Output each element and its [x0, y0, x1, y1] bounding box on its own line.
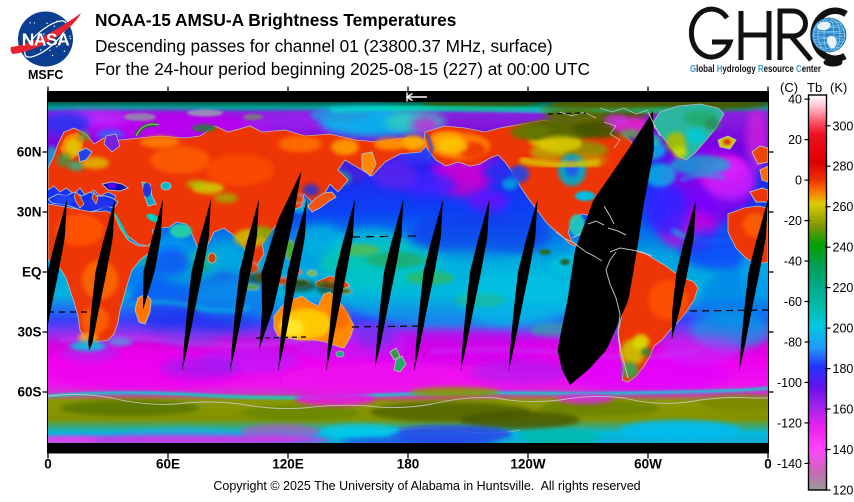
svg-text:40: 40 [788, 93, 802, 107]
svg-text:260: 260 [833, 200, 854, 214]
svg-text:120W: 120W [510, 457, 546, 472]
svg-text:-60: -60 [784, 295, 802, 309]
svg-text:300: 300 [833, 119, 854, 133]
svg-text:-40: -40 [784, 255, 802, 269]
svg-text:60S: 60S [17, 385, 41, 400]
svg-text:120: 120 [833, 484, 854, 498]
svg-text:30S: 30S [17, 325, 41, 340]
svg-text:140: 140 [833, 443, 854, 457]
svg-text:Descending passes for channel: Descending passes for channel 01 (23800.… [95, 36, 553, 56]
svg-text:MSFC: MSFC [28, 68, 63, 82]
svg-text:-140: -140 [777, 457, 802, 471]
svg-text:180: 180 [833, 362, 854, 376]
svg-text:-100: -100 [777, 376, 802, 390]
svg-text:60E: 60E [156, 457, 180, 472]
svg-text:220: 220 [833, 281, 854, 295]
svg-text:280: 280 [833, 160, 854, 174]
svg-text:120E: 120E [272, 457, 304, 472]
svg-text:-80: -80 [784, 336, 802, 350]
svg-text:(K): (K) [830, 80, 847, 95]
svg-text:NOAA-15 AMSU-A Brightness Temp: NOAA-15 AMSU-A Brightness Temperatures [95, 10, 456, 30]
svg-text:240: 240 [833, 241, 854, 255]
svg-text:Global Hydrology Resource Cent: Global Hydrology Resource Center [690, 64, 821, 75]
svg-text:Tb: Tb [807, 80, 822, 95]
svg-text:EQ: EQ [22, 265, 42, 280]
svg-text:0: 0 [764, 457, 772, 472]
svg-text:-120: -120 [777, 416, 802, 430]
svg-text:60N: 60N [17, 145, 42, 160]
svg-text:0: 0 [44, 457, 52, 472]
svg-text:60W: 60W [634, 457, 662, 472]
svg-text:180: 180 [397, 457, 420, 472]
svg-text:NASA: NASA [22, 30, 70, 50]
svg-text:(C): (C) [780, 80, 798, 95]
svg-text:-20: -20 [784, 214, 802, 228]
svg-text:20: 20 [788, 133, 802, 147]
svg-text:0: 0 [795, 174, 802, 188]
svg-text:For the 24-hour period beginni: For the 24-hour period beginning 2025-08… [95, 59, 590, 79]
svg-text:30N: 30N [17, 205, 42, 220]
svg-text:160: 160 [833, 403, 854, 417]
svg-text:200: 200 [833, 322, 854, 336]
svg-text:Copyright © 2025 The Universit: Copyright © 2025 The University of Alaba… [213, 479, 640, 493]
